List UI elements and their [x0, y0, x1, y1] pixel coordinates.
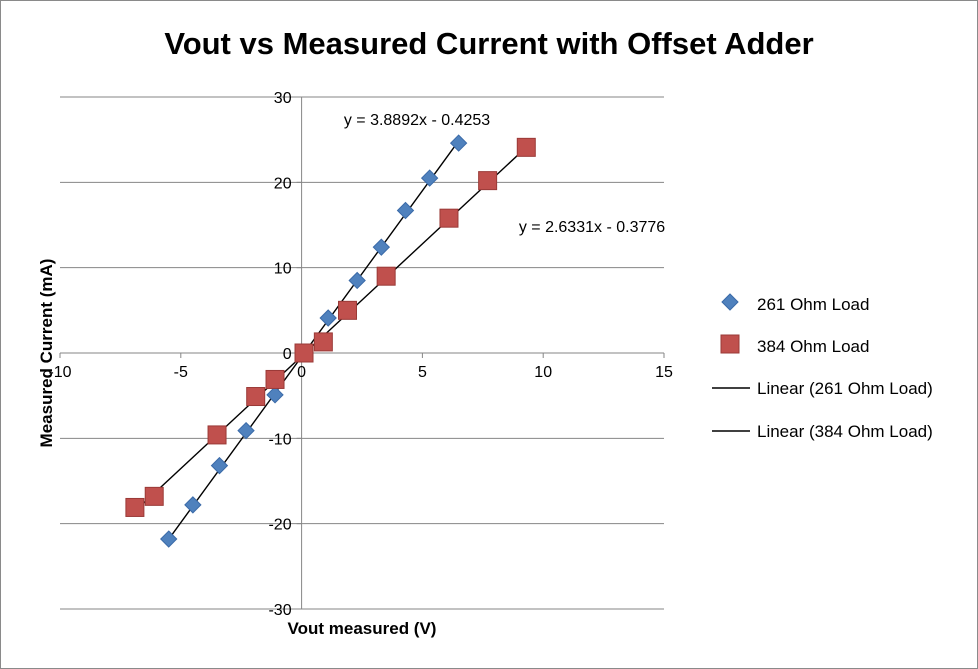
point-261-ohm [348, 271, 366, 290]
point-384-ohm [338, 300, 358, 320]
point-261-ohm [420, 169, 439, 187]
legend-label: Linear (384 Ohm Load) [757, 422, 933, 441]
x-axis-title: Vout measured (V) [288, 619, 437, 638]
point-384-ohm [376, 266, 396, 286]
point-384-ohm [144, 486, 164, 506]
x-tick-label: 0 [297, 364, 306, 381]
x-tick-labels: -10 -5 0 5 10 15 [48, 364, 673, 381]
y-tick-label: -30 [268, 602, 291, 619]
legend-label: Linear (261 Ohm Load) [757, 379, 933, 398]
point-384-ohm [125, 497, 145, 517]
axes [59, 96, 665, 610]
x-tick-label: -5 [174, 364, 188, 381]
y-tick-label: -20 [268, 517, 291, 534]
y-tick-label: 30 [274, 90, 292, 107]
point-384-ohm [313, 332, 333, 352]
point-261-ohm [319, 309, 337, 327]
legend-marker-384-ohm [720, 334, 740, 354]
point-261-ohm [184, 496, 202, 514]
point-261-ohm [372, 238, 391, 256]
trendline-equations: y = 3.8892x - 0.4253 y = 2.6331x - 0.3776 [344, 112, 665, 236]
point-384-ohm [439, 208, 459, 228]
point-261-ohm [449, 134, 468, 152]
y-tick-label: -10 [268, 431, 291, 448]
point-384-ohm [516, 137, 536, 157]
point-261-ohm [160, 530, 178, 548]
legend-label: 261 Ohm Load [757, 295, 869, 314]
point-384-ohm [246, 387, 266, 407]
y-tick-label: 0 [283, 346, 292, 363]
point-384-ohm [294, 343, 314, 363]
x-tick-label: -10 [48, 364, 71, 381]
trendline [168, 140, 460, 540]
point-261-ohm [266, 386, 284, 404]
x-tick-label: 15 [655, 364, 673, 381]
point-261-ohm [237, 421, 255, 440]
legend-marker-261-ohm [721, 293, 739, 311]
trendline-equation-261: y = 3.8892x - 0.4253 [344, 112, 490, 129]
point-384-ohm [265, 369, 285, 389]
data-points [125, 134, 536, 548]
point-261-ohm [396, 201, 415, 220]
grid-lines [60, 96, 664, 610]
x-tick-label: 10 [534, 364, 552, 381]
point-261-ohm [210, 456, 229, 475]
y-tick-labels: -30 -20 -10 0 10 20 30 [268, 90, 291, 619]
point-384-ohm [207, 425, 227, 445]
x-tick-label: 5 [418, 364, 427, 381]
trendline-equation-384: y = 2.6331x - 0.3776 [519, 219, 665, 236]
y-tick-label: 10 [274, 261, 292, 278]
y-axis-title: Measured Current (mA) [37, 259, 56, 448]
trendline [134, 146, 527, 512]
y-tick-label: 20 [274, 175, 292, 192]
legend-label: 384 Ohm Load [757, 337, 869, 356]
point-384-ohm [478, 171, 498, 191]
chart-title: Vout vs Measured Current with Offset Add… [164, 26, 814, 61]
legend: 261 Ohm Load 384 Ohm Load Linear (261 Ohm … [712, 293, 933, 441]
